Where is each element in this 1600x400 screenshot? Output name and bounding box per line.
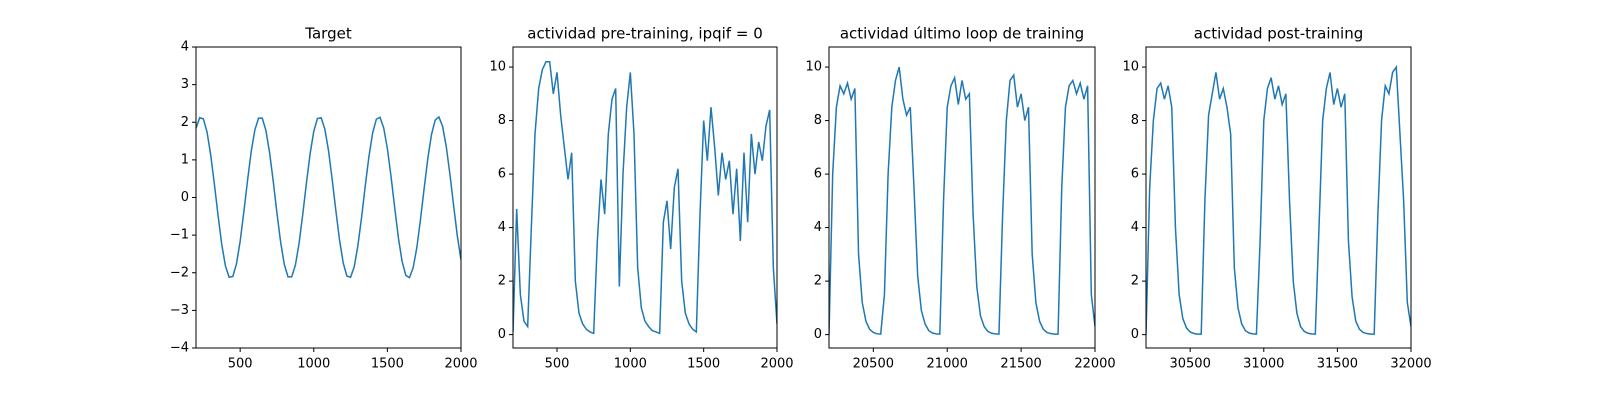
y-tick-label: 0 — [814, 327, 822, 342]
y-tick-label: 0 — [181, 190, 189, 205]
x-tick-label: 1000 — [297, 357, 330, 372]
x-tick-label: 31500 — [1317, 357, 1358, 372]
x-tick-label: 1000 — [614, 357, 647, 372]
x-tick-label: 22000 — [1074, 357, 1115, 372]
y-tick-label: 2 — [814, 274, 822, 289]
x-tick-label: 30500 — [1169, 357, 1210, 372]
y-tick-label: 0 — [498, 327, 506, 342]
data-line — [829, 66, 1095, 335]
x-tick-label: 32000 — [1390, 357, 1431, 372]
x-tick-label: 500 — [545, 357, 570, 372]
y-tick-label: 2 — [498, 274, 506, 289]
y-tick-label: 4 — [498, 220, 506, 235]
y-tick-label: 3 — [181, 77, 189, 92]
y-tick-label: −2 — [170, 265, 189, 280]
x-tick-label: 2000 — [760, 357, 793, 372]
axes-frame — [1145, 46, 1412, 349]
x-tick-label: 1500 — [687, 357, 720, 372]
y-tick-label: −3 — [170, 303, 189, 318]
y-tick-label: 2 — [1131, 274, 1139, 289]
y-tick-label: 4 — [1131, 220, 1139, 235]
x-tick-label: 20500 — [853, 357, 894, 372]
panel-title: actividad último loop de training — [840, 25, 1084, 43]
y-tick-label: −1 — [170, 228, 189, 243]
y-tick-label: 8 — [1131, 113, 1139, 128]
y-tick-label: 8 — [814, 113, 822, 128]
y-tick-label: 6 — [814, 167, 822, 182]
x-tick-label: 1500 — [371, 357, 404, 372]
y-tick-label: 4 — [181, 40, 189, 55]
axes-frame — [195, 46, 462, 349]
data-line — [196, 115, 461, 279]
panel-title: Target — [304, 25, 352, 43]
data-line — [1146, 64, 1411, 335]
y-tick-label: 0 — [1131, 327, 1139, 342]
panel-title: actividad post-training — [1194, 25, 1363, 43]
y-tick-label: 10 — [489, 60, 506, 75]
y-tick-label: 8 — [498, 113, 506, 128]
axes-frame — [828, 46, 1096, 349]
x-tick-label: 21500 — [1000, 357, 1041, 372]
x-tick-label: 21000 — [927, 357, 968, 372]
panel-title: actividad pre-training, ipqif = 0 — [527, 25, 763, 43]
y-tick-label: 10 — [805, 60, 822, 75]
y-tick-label: −4 — [170, 341, 189, 356]
y-tick-label: 4 — [814, 220, 822, 235]
y-tick-label: 6 — [498, 167, 506, 182]
y-tick-label: 1 — [181, 152, 189, 167]
x-tick-label: 2000 — [444, 357, 477, 372]
x-tick-label: 31000 — [1243, 357, 1284, 372]
y-tick-label: 2 — [181, 115, 189, 130]
data-line — [513, 60, 777, 335]
y-tick-label: 10 — [1122, 60, 1139, 75]
y-tick-label: 6 — [1131, 167, 1139, 182]
x-tick-label: 500 — [228, 357, 253, 372]
axes-frame — [512, 46, 778, 349]
